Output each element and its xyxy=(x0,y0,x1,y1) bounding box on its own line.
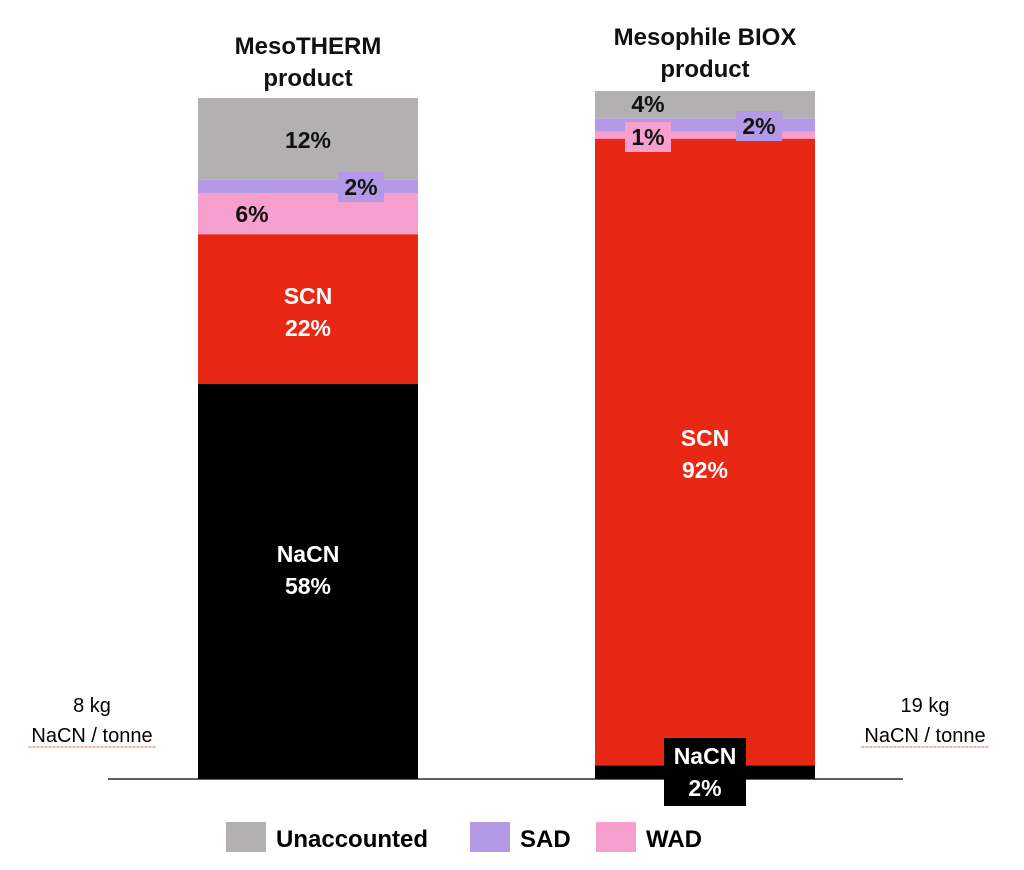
data-label-box xyxy=(625,122,671,152)
legend-swatch xyxy=(226,822,266,852)
note-line: NaCN / tonne xyxy=(864,725,985,747)
data-label: NaCN xyxy=(674,743,737,769)
bar-2-title: Mesophile BIOX product xyxy=(614,24,797,83)
data-label: 2% xyxy=(688,775,721,801)
legend-swatch xyxy=(596,822,636,852)
data-label: 22% xyxy=(285,315,331,341)
bar-1-label-nacn: NaCN 58% xyxy=(277,541,340,599)
data-label: 58% xyxy=(285,573,331,599)
bar-1-segment-sad xyxy=(198,179,418,194)
bar-2-label-wad: 1% xyxy=(625,122,671,152)
bar-1-segment-nacn xyxy=(198,384,418,779)
data-label: 1% xyxy=(631,124,664,150)
note-line: NaCN / tonne xyxy=(31,725,152,747)
note-line: 8 kg xyxy=(73,695,111,717)
bar-1-note: 8 kg NaCN / tonne xyxy=(28,695,156,748)
data-label: 4% xyxy=(631,91,664,117)
bar-1-label-unaccounted: 12% xyxy=(285,127,331,153)
bar-2-segment-wad xyxy=(595,131,815,139)
data-label: SCN xyxy=(284,283,333,309)
bar-title-line: Mesophile BIOX xyxy=(614,24,797,51)
bar-2-label-scn: SCN 92% xyxy=(681,425,730,483)
legend-item-unaccounted: Unaccounted xyxy=(226,822,428,853)
note-line: 19 kg xyxy=(901,695,950,717)
labels-layer: NaCN 58% SCN 22% 6% 2% 12% MesoTHERM product 8 kg… xyxy=(28,24,989,806)
bar-2-label-sad: 2% xyxy=(736,111,782,141)
bar-1-label-sad: 2% xyxy=(338,172,384,202)
bar-1-segment-unaccounted xyxy=(198,98,418,180)
bar-title-line: MesoTHERM xyxy=(235,33,382,60)
bar-1-label-wad: 6% xyxy=(235,201,268,227)
legend-label: Unaccounted xyxy=(276,826,428,853)
bars-layer xyxy=(198,91,815,779)
bar-2-label-unaccounted: 4% xyxy=(631,91,664,117)
legend-label: SAD xyxy=(520,826,571,853)
data-label: 2% xyxy=(344,174,377,200)
legend-item-wad: WAD xyxy=(596,822,702,853)
data-label: 6% xyxy=(235,201,268,227)
data-label: 2% xyxy=(742,113,775,139)
data-label: SCN xyxy=(681,425,730,451)
bar-1-segment-wad xyxy=(198,193,418,235)
data-label: 92% xyxy=(682,457,728,483)
bar-1-title: MesoTHERM product xyxy=(235,33,382,92)
data-label-box xyxy=(736,111,782,141)
data-label: NaCN xyxy=(277,541,340,567)
bar-1-label-scn: SCN 22% xyxy=(284,283,333,341)
legend-label: WAD xyxy=(646,826,702,853)
data-label-box xyxy=(664,738,746,806)
bar-1 xyxy=(198,98,418,779)
bar-1-segment-scn xyxy=(198,234,418,385)
bar-2-note: 19 kg NaCN / tonne xyxy=(861,695,989,748)
legend-swatch xyxy=(470,822,510,852)
bar-title-line: product xyxy=(660,56,749,83)
legend: Unaccounted SAD WAD xyxy=(226,822,702,853)
bar-2-label-nacn: NaCN 2% xyxy=(664,738,746,806)
data-label: 12% xyxy=(285,127,331,153)
data-label-box xyxy=(338,172,384,202)
bar-title-line: product xyxy=(263,65,352,92)
bar-2-segment-scn xyxy=(595,138,815,766)
legend-item-sad: SAD xyxy=(470,822,571,853)
